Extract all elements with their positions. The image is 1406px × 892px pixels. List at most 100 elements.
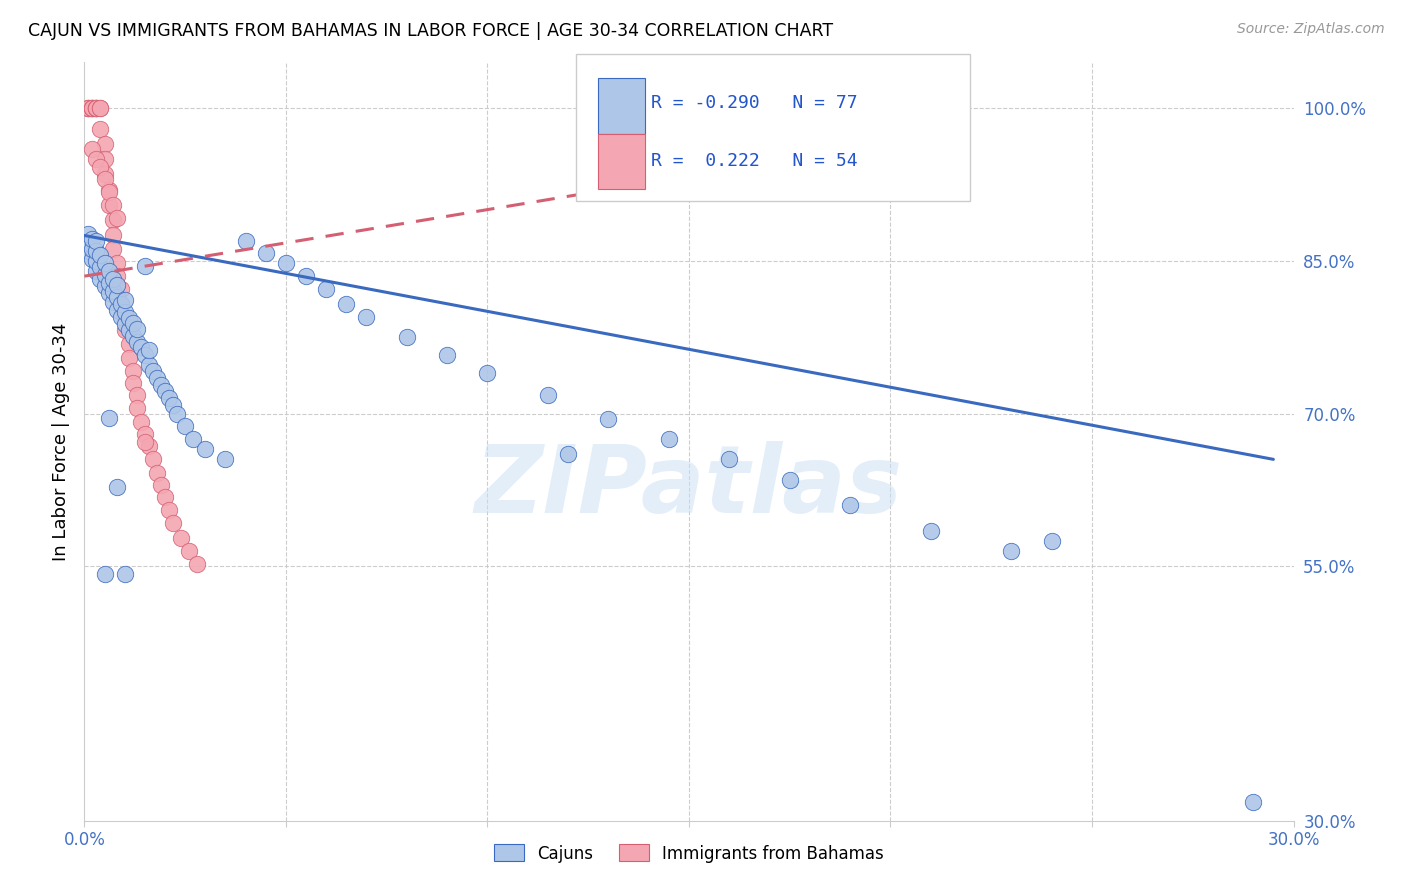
- Point: [194, 442, 217, 457]
- Text: Source: ZipAtlas.com: Source: ZipAtlas.com: [1237, 22, 1385, 37]
- Point: [105, 211, 128, 226]
- Point: [125, 388, 148, 402]
- Point: [97, 183, 120, 197]
- Point: [129, 340, 152, 354]
- Point: [89, 101, 111, 115]
- Point: [77, 101, 100, 115]
- Point: [86, 101, 108, 115]
- Point: [125, 401, 148, 416]
- Point: [97, 198, 120, 212]
- Point: [179, 544, 201, 558]
- Point: [93, 279, 115, 293]
- Point: [118, 337, 141, 351]
- Point: [335, 296, 357, 310]
- Point: [82, 142, 104, 156]
- Point: [86, 234, 108, 248]
- Point: [436, 347, 458, 361]
- Point: [82, 231, 104, 245]
- Point: [101, 213, 124, 227]
- Point: [118, 310, 141, 325]
- Point: [110, 282, 132, 296]
- Point: [82, 101, 104, 115]
- Point: [598, 411, 620, 425]
- Point: [101, 272, 124, 286]
- Text: ZIPatlas: ZIPatlas: [475, 441, 903, 533]
- Point: [86, 253, 108, 268]
- Text: R = -0.290   N = 77: R = -0.290 N = 77: [651, 95, 858, 112]
- Point: [110, 296, 132, 310]
- Point: [125, 322, 148, 336]
- Point: [82, 101, 104, 115]
- Point: [477, 366, 499, 380]
- Point: [82, 242, 104, 256]
- Point: [134, 435, 156, 450]
- Point: [86, 101, 108, 115]
- Point: [89, 101, 111, 115]
- Point: [138, 343, 160, 358]
- Point: [105, 256, 128, 270]
- Point: [77, 227, 100, 242]
- Point: [101, 242, 124, 256]
- Point: [138, 358, 160, 372]
- Point: [105, 269, 128, 284]
- Point: [658, 432, 681, 446]
- Point: [93, 268, 115, 282]
- Legend: Cajuns, Immigrants from Bahamas: Cajuns, Immigrants from Bahamas: [488, 838, 890, 869]
- Point: [142, 452, 165, 467]
- Point: [1241, 795, 1264, 809]
- Point: [157, 392, 180, 406]
- Point: [101, 198, 124, 212]
- Point: [101, 285, 124, 299]
- Point: [77, 244, 100, 258]
- Point: [1000, 544, 1022, 558]
- Point: [77, 101, 100, 115]
- Point: [274, 256, 297, 270]
- Point: [89, 272, 111, 286]
- Point: [118, 323, 141, 337]
- Point: [105, 480, 128, 494]
- Point: [315, 282, 337, 296]
- Point: [121, 364, 143, 378]
- Point: [153, 384, 176, 399]
- Point: [93, 256, 115, 270]
- Point: [125, 335, 148, 350]
- Point: [89, 248, 111, 262]
- Point: [86, 152, 108, 166]
- Point: [93, 152, 115, 166]
- Point: [142, 364, 165, 378]
- Point: [86, 244, 108, 258]
- Point: [170, 531, 193, 545]
- Text: R =  0.222   N = 54: R = 0.222 N = 54: [651, 152, 858, 169]
- Point: [1040, 533, 1063, 548]
- Point: [97, 185, 120, 199]
- Text: CAJUN VS IMMIGRANTS FROM BAHAMAS IN LABOR FORCE | AGE 30-34 CORRELATION CHART: CAJUN VS IMMIGRANTS FROM BAHAMAS IN LABO…: [28, 22, 834, 40]
- Point: [134, 426, 156, 441]
- Point: [356, 310, 378, 324]
- Point: [101, 294, 124, 309]
- Point: [118, 351, 141, 365]
- Point: [134, 259, 156, 273]
- Point: [295, 269, 318, 284]
- Point: [89, 161, 111, 175]
- Point: [82, 252, 104, 266]
- Point: [77, 101, 100, 115]
- Point: [129, 415, 152, 429]
- Point: [146, 466, 169, 480]
- Point: [138, 439, 160, 453]
- Point: [146, 371, 169, 385]
- Point: [149, 477, 172, 491]
- Point: [920, 524, 942, 538]
- Point: [93, 172, 115, 186]
- Point: [186, 557, 208, 571]
- Point: [77, 235, 100, 250]
- Point: [162, 398, 184, 412]
- Point: [93, 567, 115, 582]
- Point: [110, 296, 132, 310]
- Point: [121, 316, 143, 330]
- Point: [86, 101, 108, 115]
- Point: [121, 329, 143, 343]
- Point: [174, 418, 197, 433]
- Point: [557, 447, 579, 461]
- Point: [254, 245, 277, 260]
- Point: [114, 317, 136, 331]
